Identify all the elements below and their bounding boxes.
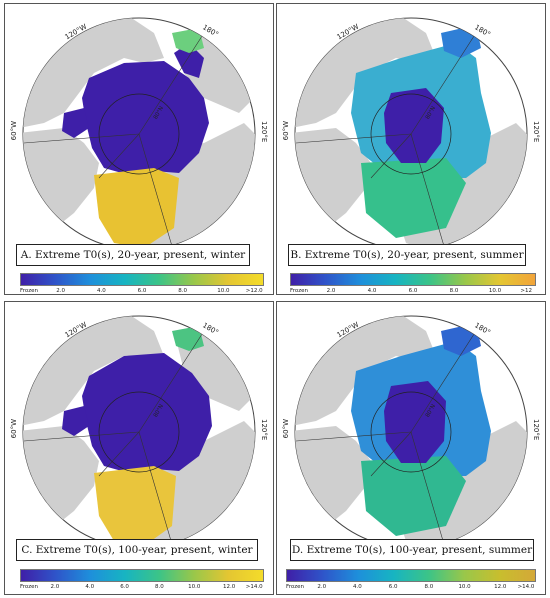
frozen-arctic-ocean xyxy=(384,88,444,163)
latitude-80-circle xyxy=(98,93,180,175)
meridian-line xyxy=(138,431,175,548)
frozen-hudson xyxy=(62,406,89,436)
meridian-line xyxy=(138,133,175,250)
colorbar-tick-label: 4.0 xyxy=(85,584,95,590)
colorbar-tick-label: 2.0 xyxy=(56,288,66,294)
latitude-80-circle xyxy=(370,93,452,175)
colorbar-tick-label: 12.0 xyxy=(494,584,507,590)
colorbar-tick-label: 10.0 xyxy=(217,288,230,294)
label-120e: 120°E xyxy=(532,419,540,441)
warm-region-atlantic xyxy=(361,158,466,238)
label-60w: 60°W xyxy=(282,419,290,439)
caption-b: B. Extreme T0(s), 20-year, present, summ… xyxy=(288,244,526,266)
meridian-line xyxy=(98,431,140,477)
panel-c: 120°W 180° 60°W 120°E 80°N C. Extreme T0… xyxy=(4,301,274,595)
warm-region-atlantic xyxy=(94,466,176,546)
colorbar-d xyxy=(286,569,536,582)
colorbar-tick-label: 8.0 xyxy=(424,584,434,590)
colorbar-a xyxy=(20,273,264,286)
colorbar-tick-label: Frozen xyxy=(286,584,305,590)
colorbar-c xyxy=(20,569,264,582)
label-60w: 60°W xyxy=(10,121,18,141)
colorbar-tick-label: 4.0 xyxy=(367,288,377,294)
colorbar-tick-label: 2.0 xyxy=(326,288,336,294)
colorbar-tick-label: >14.0 xyxy=(517,584,535,590)
colorbar-d-ticks: Frozen 2.0 4.0 6.0 8.0 10.0 12.0 >14.0 xyxy=(286,584,536,592)
label-60w: 60°W xyxy=(282,121,290,141)
colorbar-tick-label: 12.0 xyxy=(223,584,236,590)
colorbar-tick-label: 8.0 xyxy=(449,288,459,294)
frozen-arctic-ocean xyxy=(82,353,212,473)
colorbar-b xyxy=(290,273,536,286)
panel-d: 120°W 180° 60°W 120°E 80°N D. Extreme T0… xyxy=(276,301,546,595)
colorbar-tick-label: 10.0 xyxy=(488,288,502,294)
meridian-line xyxy=(370,431,412,477)
colorbar-tick-label: Frozen xyxy=(20,584,39,590)
meridian-line xyxy=(138,32,205,135)
colorbar-tick-label: >12 xyxy=(520,288,532,294)
meridian-line xyxy=(295,431,412,442)
meridian-line xyxy=(295,133,412,144)
colorbar-tick-label: 10.0 xyxy=(458,584,471,590)
colorbar-tick-label: 10.0 xyxy=(188,584,201,590)
colorbar-tick-label: 6.0 xyxy=(388,584,398,590)
colorbar-tick-label: >12.0 xyxy=(245,288,263,294)
caption-d: D. Extreme T0(s), 100-year, present, sum… xyxy=(290,539,534,561)
meridian-line xyxy=(410,431,447,548)
map-b xyxy=(294,17,528,251)
meridian-line xyxy=(98,133,140,179)
colorbar-tick-label: >14.0 xyxy=(245,584,263,590)
colorbar-tick-label: 6.0 xyxy=(120,584,129,590)
warm-region-pacific xyxy=(172,28,204,53)
latitude-80-circle xyxy=(98,391,180,473)
panel-a: 120°W 180° 60°W 120°E 80°N A. Extreme T0… xyxy=(4,3,274,295)
colorbar-a-ticks: Frozen 2.0 4.0 6.0 8.0 10.0 >12.0 xyxy=(20,288,264,296)
colorbar-tick-label: 6.0 xyxy=(408,288,418,294)
label-60w: 60°W xyxy=(10,419,18,439)
warm-region-atlantic xyxy=(94,168,179,248)
colorbar-tick-label: 2.0 xyxy=(50,584,60,590)
meridian-line xyxy=(23,133,140,144)
meridian-line xyxy=(138,330,205,433)
meridian-line xyxy=(23,431,140,442)
colorbar-tick-label: 4.0 xyxy=(96,288,106,294)
map-a xyxy=(22,17,256,251)
colorbar-b-ticks: Frozen 2.0 4.0 6.0 8.0 10.0 >12 xyxy=(290,288,536,296)
label-120e: 120°E xyxy=(532,121,540,143)
map-d xyxy=(294,315,528,549)
colorbar-tick-label: 6.0 xyxy=(137,288,147,294)
label-120e: 120°E xyxy=(260,419,268,441)
meridian-line xyxy=(410,133,447,250)
colorbar-tick-label: Frozen xyxy=(290,288,309,294)
frozen-hudson xyxy=(62,108,89,138)
panel-b: 120°W 180° 60°W 120°E 80°N B. Extreme T0… xyxy=(276,3,546,295)
meridian-line xyxy=(410,330,477,433)
meridian-line xyxy=(410,32,477,135)
label-120e: 120°E xyxy=(260,121,268,143)
caption-c: C. Extreme T0(s), 100-year, present, win… xyxy=(16,539,258,561)
colorbar-tick-label: 4.0 xyxy=(353,584,362,590)
colorbar-tick-label: 8.0 xyxy=(155,584,164,590)
colorbar-tick-label: 8.0 xyxy=(178,288,188,294)
caption-a: A. Extreme T0(s), 20-year, present, wint… xyxy=(16,244,250,266)
warm-region-atlantic xyxy=(361,456,466,536)
map-c xyxy=(22,315,256,549)
colorbar-tick-label: Frozen xyxy=(20,288,39,294)
latitude-80-circle xyxy=(370,391,452,473)
colorbar-c-ticks: Frozen 2.0 4.0 6.0 8.0 10.0 12.0 >14.0 xyxy=(20,584,264,592)
colorbar-tick-label: 2.0 xyxy=(317,584,327,590)
frozen-bering xyxy=(174,43,204,78)
warm-region-pacific xyxy=(172,326,204,351)
meridian-line xyxy=(370,133,412,179)
